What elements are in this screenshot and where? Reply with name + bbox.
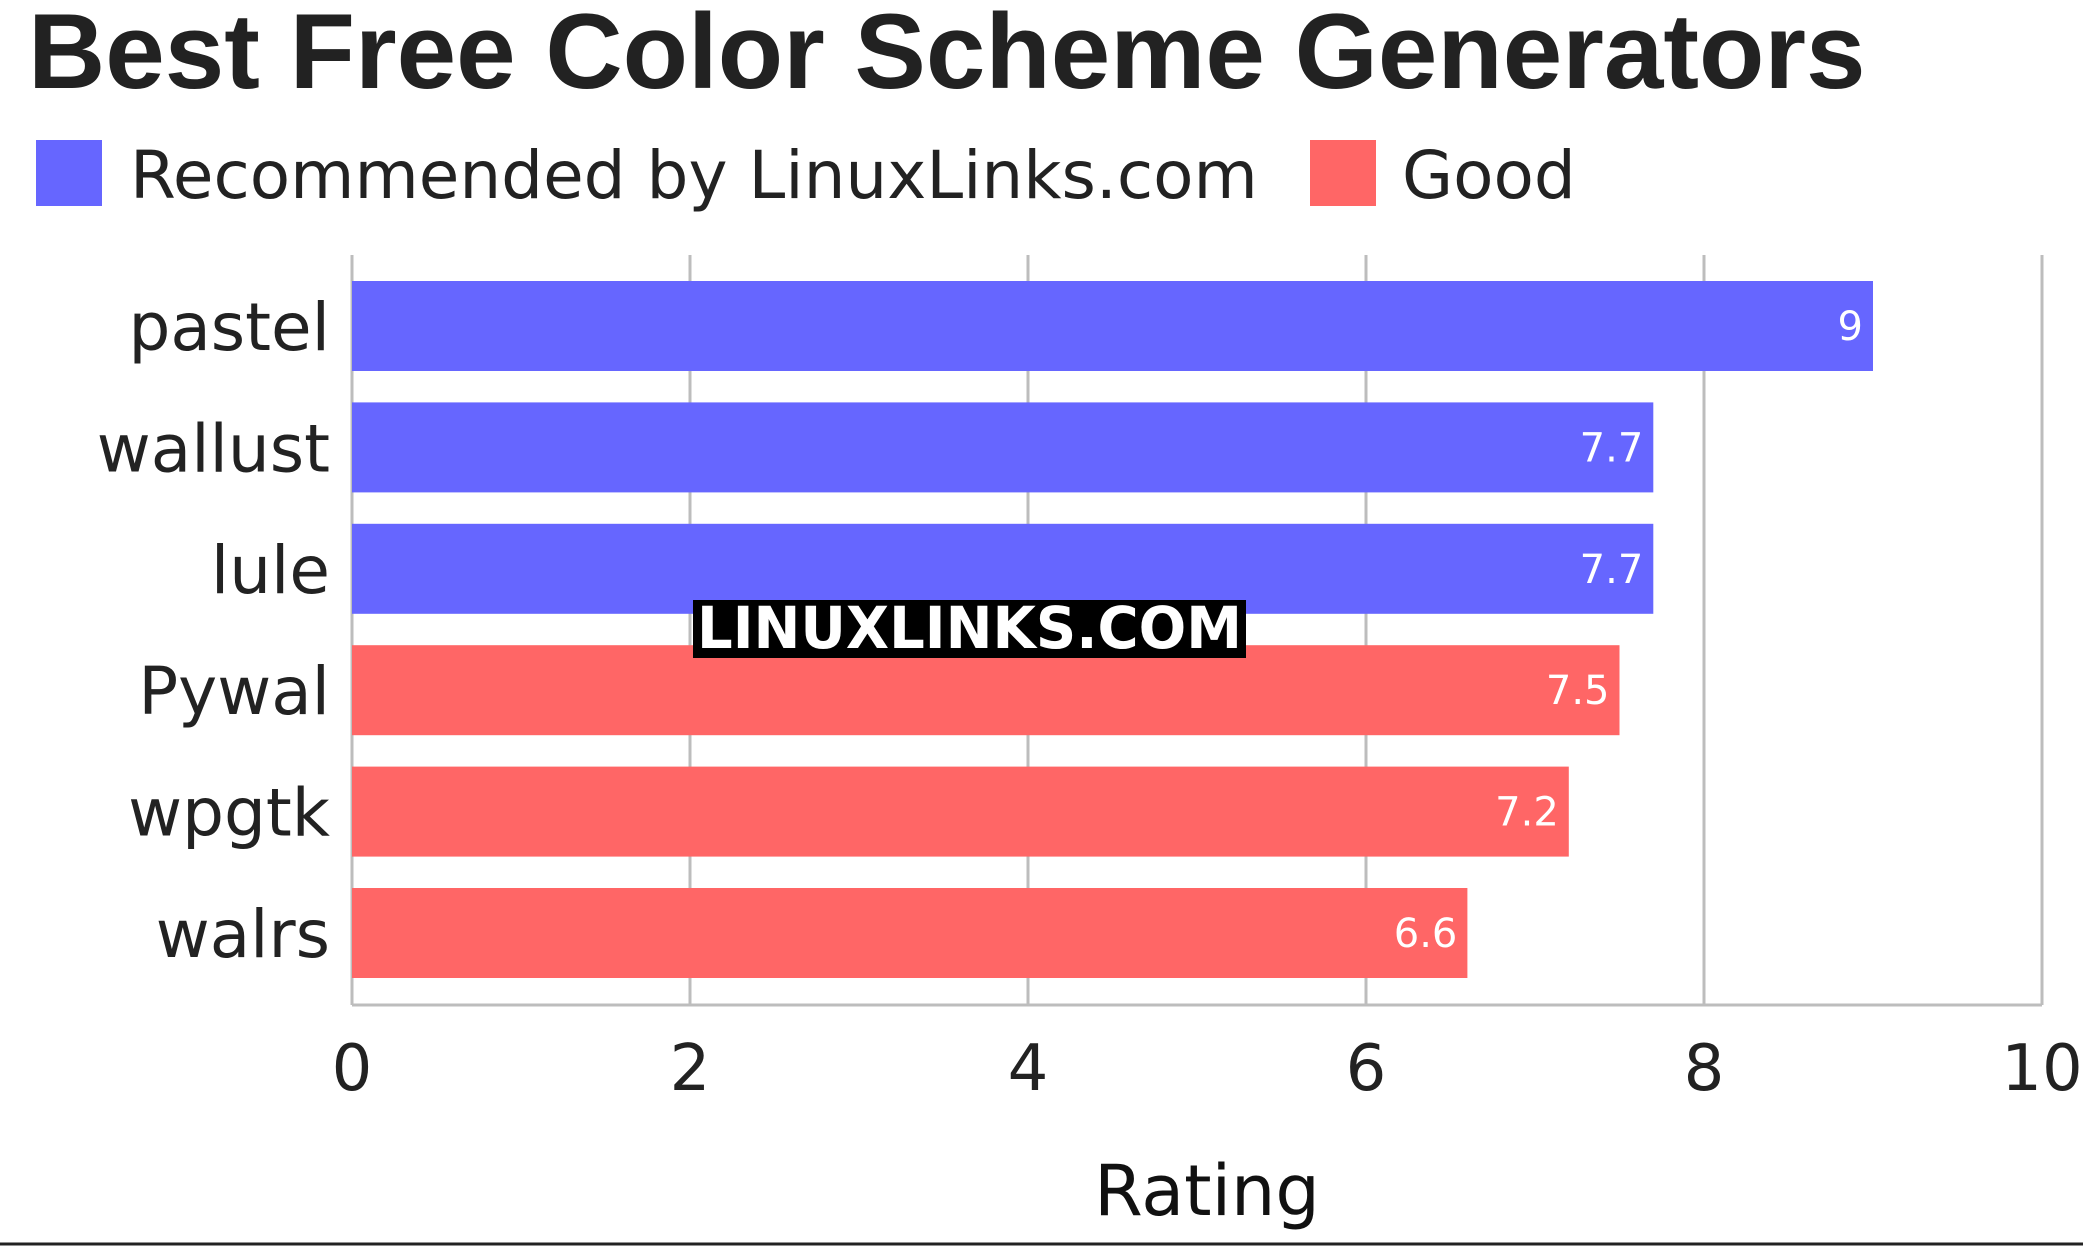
- category-label: walrs: [156, 896, 330, 973]
- bars: [352, 281, 1873, 978]
- bar: [352, 645, 1620, 736]
- x-tick-label: 0: [332, 1032, 373, 1106]
- bar: [352, 766, 1569, 857]
- grid-lines: [350, 255, 2044, 1007]
- legend-label-good: Good: [1402, 137, 1576, 214]
- x-axis-title: Rating: [1094, 1150, 1320, 1232]
- x-tick-label: 8: [1684, 1032, 1725, 1106]
- x-tick-label: 6: [1346, 1032, 1387, 1106]
- x-tick-labels: 0 2 4 6 8 10: [332, 1032, 2083, 1106]
- bar: [352, 523, 1654, 614]
- data-label: 7.7: [1580, 425, 1644, 471]
- legend-label-recommended: Recommended by LinuxLinks.com: [130, 137, 1258, 214]
- x-tick-label: 4: [1008, 1032, 1049, 1106]
- category-labels: pastel wallust lule Pywal wpgtk walrs: [97, 289, 331, 973]
- legend-swatch-good: [1310, 140, 1376, 206]
- bar: [352, 888, 1468, 978]
- chart-title: Best Free Color Scheme Generators: [28, 0, 1866, 111]
- legend-swatch-recommended: [36, 140, 102, 206]
- category-label: Pywal: [138, 653, 330, 730]
- data-label: 6.6: [1394, 911, 1458, 957]
- watermark: LINUXLINKS.COM: [693, 594, 1246, 662]
- watermark-text: LINUXLINKS.COM: [697, 594, 1242, 662]
- category-label: pastel: [128, 289, 330, 366]
- data-labels: 9 7.7 7.7 7.5 7.2 6.6: [1394, 304, 1863, 957]
- category-label: lule: [211, 532, 330, 609]
- x-tick-label: 2: [670, 1032, 711, 1106]
- category-label: wpgtk: [128, 775, 331, 852]
- bar: [352, 402, 1654, 493]
- data-label: 7.7: [1580, 547, 1644, 593]
- data-label: 7.2: [1495, 790, 1559, 836]
- watermark-background: [693, 600, 1246, 658]
- data-label: 9: [1838, 304, 1863, 350]
- category-label: wallust: [97, 410, 330, 487]
- bar: [352, 281, 1873, 371]
- legend: Recommended by LinuxLinks.com Good: [36, 137, 1576, 214]
- x-tick-label: 10: [2001, 1032, 2082, 1106]
- data-label: 7.5: [1546, 668, 1610, 714]
